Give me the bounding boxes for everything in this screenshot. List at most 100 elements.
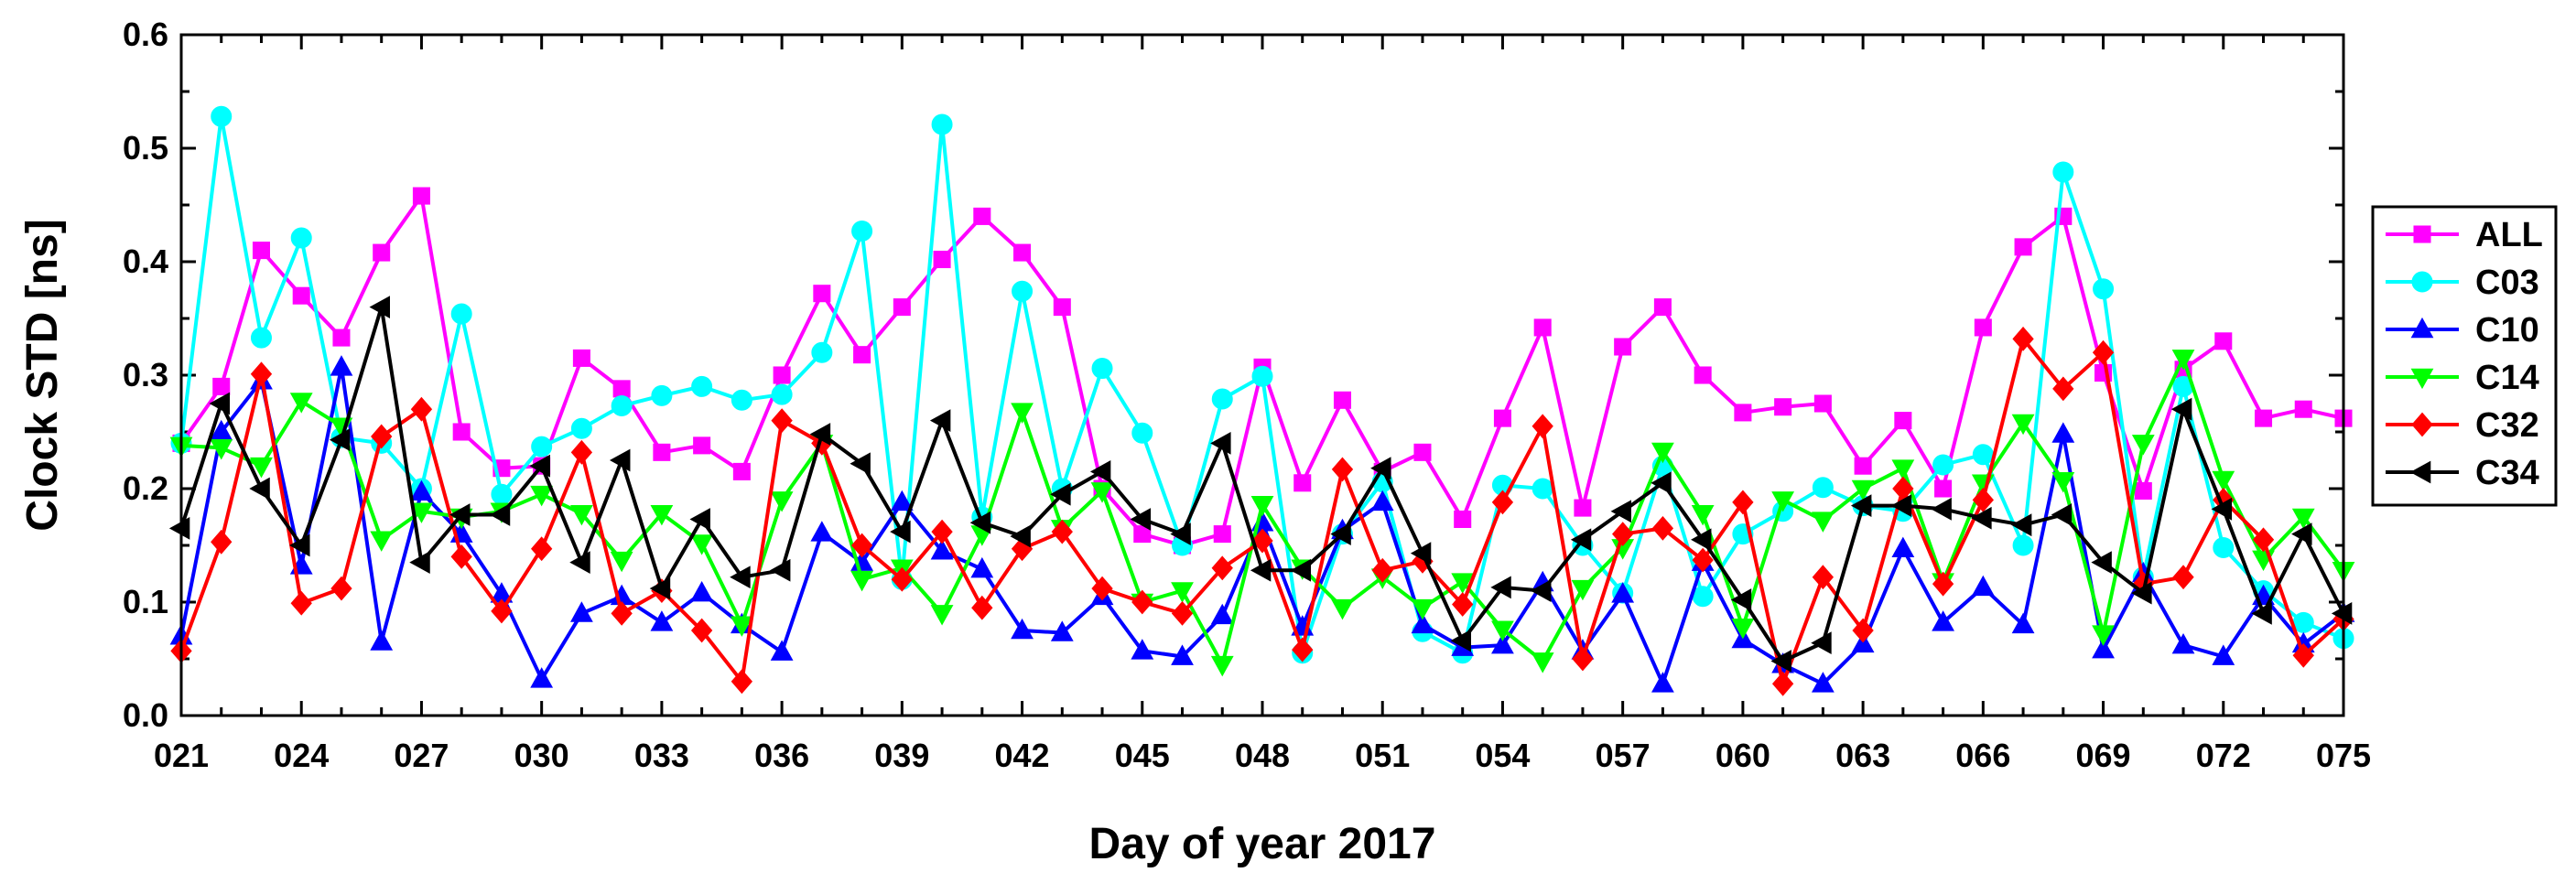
legend-entry: ALL <box>2386 216 2543 254</box>
data-point <box>691 375 713 397</box>
data-point <box>1090 482 1114 503</box>
data-point <box>890 490 914 512</box>
data-point <box>1811 631 1832 655</box>
data-point <box>1293 474 1312 492</box>
legend-entry: C10 <box>2386 311 2539 350</box>
x-tick-label: 021 <box>154 737 209 774</box>
data-point <box>1854 457 1872 475</box>
data-point <box>2170 397 2192 421</box>
data-point <box>2010 513 2032 537</box>
data-point <box>450 303 472 325</box>
data-point <box>1932 571 1954 597</box>
legend-marker <box>2413 225 2431 243</box>
data-point <box>1050 620 1074 641</box>
data-point <box>1932 610 1954 631</box>
data-point <box>1210 655 1234 677</box>
data-point <box>1053 298 1071 317</box>
data-point <box>1732 490 1754 515</box>
data-point <box>211 529 233 555</box>
data-point <box>1491 620 1514 641</box>
data-point <box>2092 339 2115 365</box>
x-tick-label: 075 <box>2316 737 2371 774</box>
data-point <box>732 462 751 480</box>
data-point <box>1971 506 1992 530</box>
data-point <box>2051 503 2073 526</box>
data-point <box>1013 243 1032 262</box>
x-tick-label: 027 <box>394 737 449 774</box>
data-point <box>1131 639 1154 660</box>
data-point <box>1210 603 1234 625</box>
y-tick-label: 0.6 <box>123 16 168 53</box>
data-point <box>1934 479 1953 498</box>
legend-label: C14 <box>2475 359 2539 397</box>
data-point <box>2131 435 2155 456</box>
data-point <box>1812 565 1835 590</box>
data-point <box>1974 318 1992 337</box>
data-point <box>1091 576 1113 601</box>
data-point <box>1691 504 1715 526</box>
data-point <box>252 242 271 260</box>
x-tick-label: 042 <box>995 737 1050 774</box>
data-point <box>211 105 233 127</box>
data-point <box>653 443 671 461</box>
data-point <box>2012 534 2034 556</box>
data-point <box>1330 522 1351 545</box>
data-point <box>610 448 631 472</box>
data-point <box>931 519 953 544</box>
data-point <box>491 483 513 505</box>
data-point <box>569 551 590 574</box>
data-point <box>250 361 273 387</box>
data-point <box>2212 470 2235 492</box>
data-point <box>810 521 834 542</box>
data-point <box>491 598 513 624</box>
legend-marker <box>2410 317 2434 339</box>
data-point <box>1210 432 1231 455</box>
data-point <box>1694 366 1712 384</box>
data-point <box>290 590 312 616</box>
data-point <box>930 605 954 626</box>
data-point <box>690 534 714 555</box>
data-point <box>690 618 713 643</box>
data-point <box>210 439 233 460</box>
legend-label: C34 <box>2475 454 2539 492</box>
data-point <box>1813 394 1832 413</box>
data-point <box>813 285 831 303</box>
y-tick-label: 0.0 <box>123 696 168 734</box>
data-point <box>890 520 911 544</box>
legend-entry: C34 <box>2386 454 2539 492</box>
data-point <box>689 508 710 531</box>
data-point <box>410 396 433 422</box>
data-point <box>2254 409 2273 427</box>
data-point <box>769 558 791 582</box>
data-point <box>611 600 633 626</box>
data-point <box>1251 528 1273 554</box>
data-point <box>1454 510 1472 529</box>
x-axis-title: Day of year 2017 <box>1089 820 1436 868</box>
data-point <box>1171 582 1194 603</box>
data-point <box>1532 478 1553 500</box>
data-point <box>1213 525 1231 544</box>
data-point <box>650 504 674 526</box>
x-tick-label: 033 <box>634 737 689 774</box>
data-point <box>690 580 714 602</box>
data-point <box>1651 442 1674 464</box>
data-point <box>1331 598 1354 620</box>
x-tick-label: 051 <box>1355 737 1410 774</box>
y-tick-label: 0.5 <box>123 129 168 167</box>
data-point <box>1692 547 1714 573</box>
data-point <box>2171 632 2195 654</box>
data-point <box>250 457 273 479</box>
data-point <box>1972 444 1994 466</box>
axes: 0.0 0.1 0.2 0.3 0.4 0.5 0.6 021 024 027 030 033 036 0… <box>123 16 2371 774</box>
data-point <box>1771 671 1794 696</box>
data-point <box>1894 412 1912 430</box>
data-point <box>2214 332 2233 350</box>
data-point <box>1491 490 1514 515</box>
data-point <box>1211 388 1233 410</box>
legend-label: C32 <box>2475 406 2539 445</box>
data-point <box>1451 573 1475 594</box>
data-point <box>1533 318 1552 337</box>
data-point <box>1811 512 1835 533</box>
data-point <box>1490 576 1511 599</box>
